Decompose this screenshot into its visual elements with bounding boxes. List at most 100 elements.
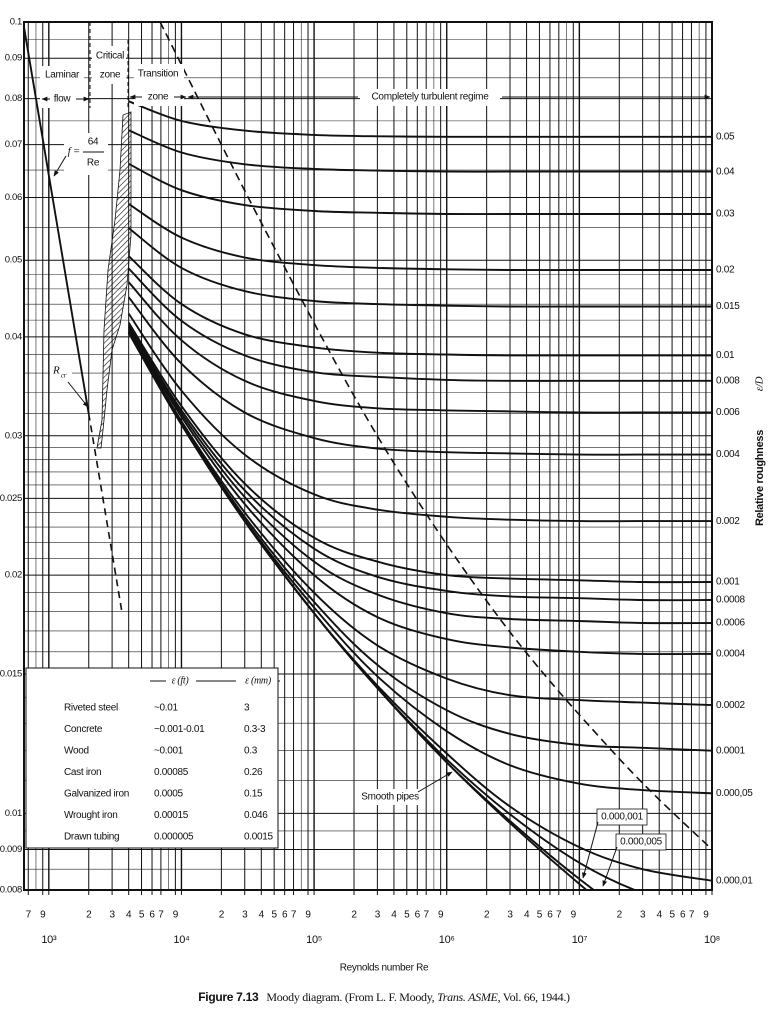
y2-axis-symbol: ε/D <box>754 376 766 391</box>
region-label: zone <box>148 92 169 103</box>
rcr-label-sub: cr <box>61 372 67 380</box>
y-tick-label: 0.008 <box>0 885 22 896</box>
x-tick-label: 7 <box>689 910 695 921</box>
friction-curve <box>127 329 712 707</box>
y-tick-label: 0.009 <box>0 844 22 855</box>
y-tick-label: 0.025 <box>0 493 22 504</box>
leader-line <box>67 381 89 408</box>
x-axis-title: Reynolds number Re <box>340 963 429 974</box>
region-label: flow <box>54 94 72 105</box>
table-cell: 0.26 <box>244 767 263 778</box>
laminar-label-den: Re <box>87 158 100 169</box>
x-tick-label: 3 <box>507 910 513 921</box>
y-tick-label: 0.09 <box>5 53 22 64</box>
turbulent-boundary <box>159 22 712 851</box>
x-tick-label: 3 <box>640 910 646 921</box>
labels: 0.0080.0090.010.0150.020.0250.030.040.05… <box>0 17 754 946</box>
x-decade-label: 10⁵ <box>306 934 322 946</box>
laminar-label-num: 64 <box>88 137 99 148</box>
y-tick-label: 0.03 <box>5 430 22 441</box>
x-tick-label: 4 <box>391 910 397 921</box>
series-label-box <box>358 789 422 805</box>
caption-text: Moody diagram. (From L. F. Moody, <box>266 990 437 1004</box>
leader-line <box>53 155 67 177</box>
table-box <box>25 667 279 849</box>
x-tick-label: 5 <box>537 910 543 921</box>
annotations: Laminar flow Critical zone Transition zo… <box>40 22 711 408</box>
x-tick-label: 4 <box>657 910 663 921</box>
series-label: Smooth pipes <box>361 792 419 803</box>
x-tick-label: 4 <box>126 910 132 921</box>
series-label: 0.0006 <box>716 618 746 629</box>
x-tick-label: 7 <box>26 910 32 921</box>
y-tick-label: 0.04 <box>5 331 22 342</box>
series-label-box <box>615 833 667 851</box>
x-tick-label: 5 <box>404 910 410 921</box>
region-label: Completely turbulent regime <box>372 92 490 103</box>
x-tick-label: 7 <box>424 910 430 921</box>
label-bg <box>64 133 108 175</box>
series-label: 0.004 <box>716 449 740 460</box>
caption: Figure 7.13 Moody diagram. (From L. F. Mo… <box>198 990 570 1004</box>
x-tick-label: 9 <box>571 910 577 921</box>
region-label: zone <box>100 70 121 81</box>
caption-journal: Trans. ASME <box>437 990 498 1004</box>
critical-zone-hatch <box>96 111 132 449</box>
x-tick-label: 2 <box>617 910 623 921</box>
table-cell: 0.3 <box>244 746 258 757</box>
region-label: Transition <box>138 69 179 80</box>
x-tick-label: 4 <box>524 910 530 921</box>
series-label: 0.0008 <box>716 595 746 606</box>
series-label: 0.006 <box>716 407 740 418</box>
x-tick-label: 7 <box>556 910 562 921</box>
friction-curve <box>127 326 712 625</box>
x-decade-label: 10⁴ <box>173 934 190 946</box>
x-tick-label: 5 <box>272 910 278 921</box>
table-cell: Riveted steel <box>64 703 118 714</box>
table-cell: 0.0005 <box>154 789 184 800</box>
rcr-label: R <box>52 365 60 377</box>
x-tick-label: 2 <box>86 910 92 921</box>
series-label: 0.0001 <box>716 745 746 756</box>
x-tick-label: 2 <box>219 910 225 921</box>
x-decade-label: 10⁸ <box>704 934 720 946</box>
table-header: ε (mm) <box>245 675 272 686</box>
label-bg <box>360 89 500 106</box>
table-cell: ~0.001-0.01 <box>154 724 205 735</box>
table-cell: 0.00085 <box>154 767 189 778</box>
series-label: 0.015 <box>716 301 740 312</box>
friction-curve <box>128 162 712 216</box>
leader-line <box>582 821 599 879</box>
table-cell: 0.15 <box>244 789 263 800</box>
x-tick-label: 9 <box>305 910 311 921</box>
x-tick-label: 6 <box>149 910 155 921</box>
x-tick-label: 9 <box>703 910 709 921</box>
table-cell: 3 <box>244 703 250 714</box>
y-tick-label: 0.01 <box>5 808 22 819</box>
friction-curve <box>127 296 712 456</box>
label-bg <box>50 362 72 382</box>
caption-figure: Figure 7.13 <box>198 990 259 1004</box>
friction-curve <box>127 324 712 602</box>
x-tick-label: 7 <box>291 910 297 921</box>
series-label-box <box>596 808 648 826</box>
table-cell: Wood <box>64 746 89 757</box>
friction-curve <box>127 281 712 414</box>
friction-curve <box>127 313 712 523</box>
table-cell: Wrought iron <box>64 810 117 821</box>
x-tick-label: 9 <box>173 910 179 921</box>
series-label: 0.0002 <box>716 700 746 711</box>
label-bg <box>134 64 184 106</box>
table-cell: Galvanized iron <box>64 789 129 800</box>
x-tick-label: 6 <box>547 910 553 921</box>
friction-curve <box>128 129 712 173</box>
table-cell: Concrete <box>64 724 103 735</box>
table-cell: 0.000005 <box>154 832 194 843</box>
friction-curve <box>127 322 712 584</box>
series-label: 0.001 <box>716 577 740 588</box>
material-table: ε (ft) ε (mm) Riveted steel ~0.01 3 Concrete ~… <box>25 667 280 849</box>
y-tick-label: 0.05 <box>5 255 22 266</box>
friction-curve <box>128 203 712 271</box>
